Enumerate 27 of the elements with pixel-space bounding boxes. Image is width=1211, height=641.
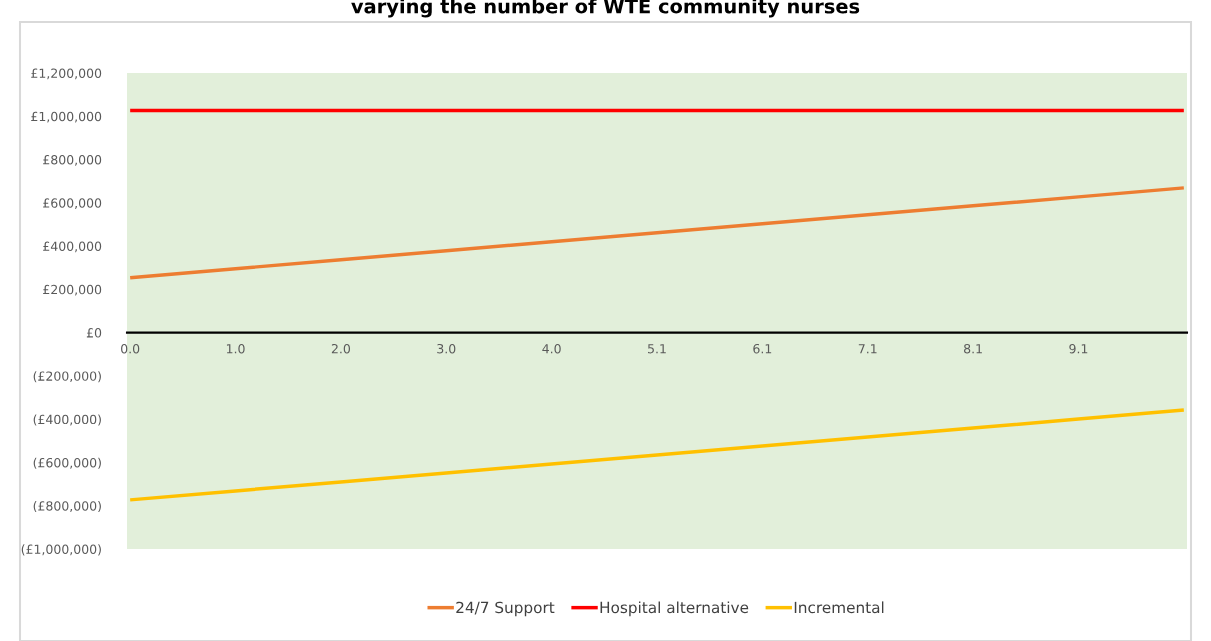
y-tick-label: £200,000 <box>43 284 102 296</box>
y-tick-label: £600,000 <box>43 198 102 210</box>
line-series <box>128 408 1186 502</box>
x-tick-label: 9.1 <box>1069 343 1088 354</box>
line-series <box>128 186 1186 280</box>
y-tick-label: £1,000,000 <box>31 111 102 123</box>
x-tick-label: 8.1 <box>964 343 982 354</box>
x-tick-label: 5.1 <box>648 344 666 354</box>
y-tick-label: (£600,000) <box>33 457 101 469</box>
x-tick-label: 6.1 <box>753 343 772 354</box>
x-tick-label: 4.0 <box>542 343 561 354</box>
y-tick-label: (£800,000) <box>33 500 101 513</box>
y-tick-label: £0 <box>86 328 102 338</box>
x-tick-label: 7.1 <box>858 344 877 354</box>
legend-label: 24/7 Support <box>456 601 555 617</box>
y-tick-label: £1,200,000 <box>31 68 102 80</box>
y-tick-label: (£200,000) <box>33 371 101 383</box>
y-tick-label: (£1,000,000) <box>21 544 101 556</box>
y-tick-label: (£400,000) <box>33 414 101 426</box>
x-tick-label: 2.0 <box>331 343 351 354</box>
legend-label: Incremental <box>794 601 884 614</box>
y-tick-label: £800,000 <box>43 155 102 166</box>
x-tick-label: 3.0 <box>437 343 456 354</box>
legend-label: Hospital alternative <box>600 601 749 617</box>
x-tick-label: 0.0 <box>121 343 140 354</box>
x-tick-label: 1.0 <box>226 343 245 354</box>
y-tick-label: £400,000 <box>43 241 102 253</box>
